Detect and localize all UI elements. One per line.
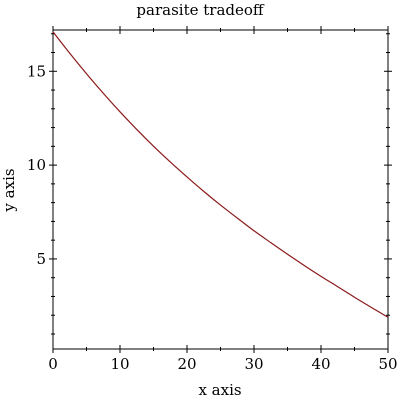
chart-title: parasite tradeoff — [136, 1, 264, 19]
y-axis-label: y axis — [0, 168, 18, 212]
x-tick-label: 20 — [177, 355, 196, 373]
axis-tick-labels: 0 10 20 30 40 50 5 10 15 — [27, 62, 398, 373]
axis-ticks — [49, 26, 392, 353]
x-tick-label: 10 — [110, 355, 129, 373]
x-axis-label: x axis — [198, 381, 241, 399]
y-tick-label: 15 — [27, 62, 46, 80]
y-tick-label: 5 — [36, 250, 46, 268]
plot-frame — [52, 29, 389, 350]
x-tick-label: 0 — [48, 355, 58, 373]
x-tick-label: 50 — [378, 355, 397, 373]
series-line — [52, 31, 389, 318]
y-tick-label: 10 — [27, 156, 46, 174]
x-tick-label: 40 — [311, 355, 330, 373]
x-tick-label: 30 — [244, 355, 263, 373]
